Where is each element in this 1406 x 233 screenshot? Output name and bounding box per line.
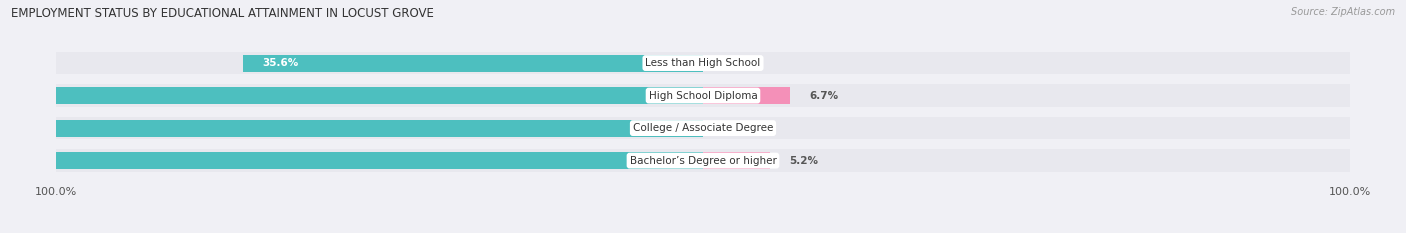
Text: Less than High School: Less than High School [645,58,761,68]
Bar [0,152,703,169]
Text: 5.2%: 5.2% [790,156,818,166]
Bar [56,84,1350,107]
Text: EMPLOYMENT STATUS BY EDUCATIONAL ATTAINMENT IN LOCUST GROVE: EMPLOYMENT STATUS BY EDUCATIONAL ATTAINM… [11,7,434,20]
Bar [56,52,1350,75]
Text: High School Diploma: High School Diploma [648,91,758,101]
Bar [703,152,770,169]
Bar [56,117,1350,140]
Bar [0,120,703,137]
Text: Bachelor’s Degree or higher: Bachelor’s Degree or higher [630,156,776,166]
Text: 0.0%: 0.0% [723,58,751,68]
Bar [242,55,703,72]
Text: 0.0%: 0.0% [723,123,751,133]
Text: Source: ZipAtlas.com: Source: ZipAtlas.com [1291,7,1395,17]
Text: 35.6%: 35.6% [262,58,298,68]
Text: College / Associate Degree: College / Associate Degree [633,123,773,133]
Bar [56,149,1350,172]
Text: 6.7%: 6.7% [808,91,838,101]
Bar [703,87,790,104]
Bar [0,87,703,104]
